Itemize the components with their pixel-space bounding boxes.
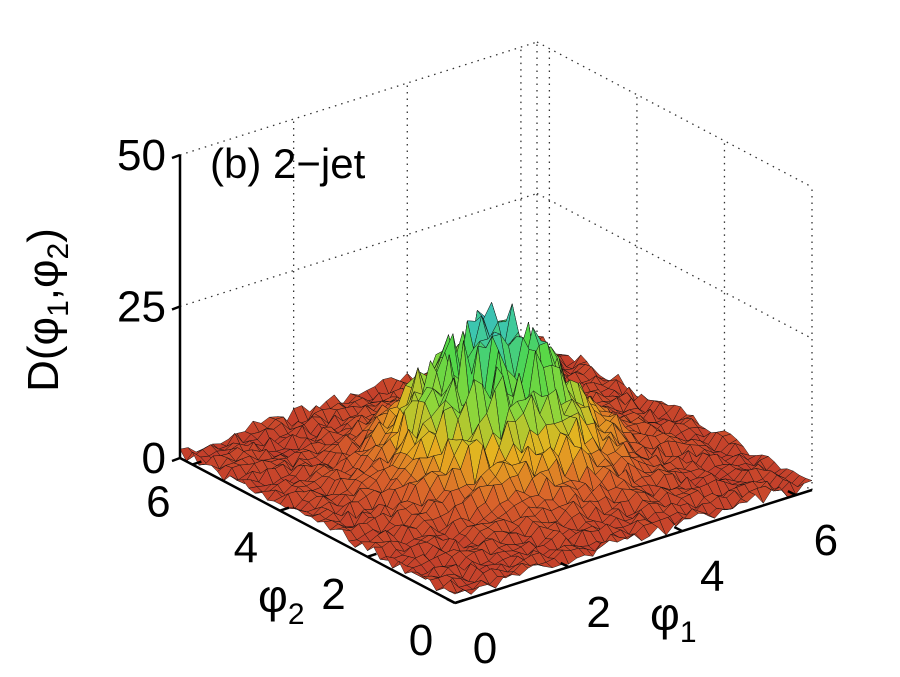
phi2-tick-label: 6 (146, 478, 170, 527)
z-tick-label: 50 (117, 131, 166, 180)
phi1-tick-mark (560, 561, 570, 569)
z-tick-mark (171, 456, 181, 463)
phi1-tick-label: 0 (473, 624, 497, 673)
phi2-tick-label: 4 (234, 524, 258, 573)
z-label-phi1: φ (19, 317, 68, 346)
grid-z-back-right (536, 41, 813, 188)
z-tick-label: 0 (142, 434, 166, 483)
phi2-tick-mark (367, 552, 377, 559)
z-label-sub2: 2 (42, 243, 75, 260)
phi2-tick-label: 0 (409, 616, 433, 665)
phi1-tick-label: 2 (586, 588, 610, 637)
phi1-axis-line (454, 488, 813, 605)
z-axis-label: D(φ1,φ2) (19, 228, 75, 392)
phi2-tick-label: 2 (321, 570, 345, 619)
z-tick-label: 25 (117, 283, 166, 332)
phi2-axis-label: φ2 (258, 570, 305, 631)
grid-z-back-left (179, 41, 538, 156)
grid-z-back-left (179, 192, 538, 308)
grid-z-back-right (536, 192, 813, 340)
phi2-tick-mark (191, 460, 202, 466)
phi2-tick-mark (454, 598, 465, 605)
z-label-sep: , (19, 288, 68, 300)
axes (171, 153, 813, 605)
phi1-symbol: φ (650, 588, 680, 640)
z-label-phi2: φ (19, 259, 68, 288)
surface-mesh (179, 301, 813, 595)
z-tick-mark (171, 305, 181, 311)
surface-facet (448, 589, 464, 595)
phi1-tick-mark (787, 489, 797, 497)
z-tick-mark (171, 153, 181, 160)
z-label-close: ) (19, 228, 68, 243)
phi1-subscript: 1 (680, 616, 697, 649)
phi2-tick-mark (279, 506, 290, 512)
phi2-symbol: φ (258, 570, 288, 622)
phi1-tick-mark (446, 597, 456, 605)
phi1-tick-label: 6 (814, 516, 838, 565)
z-label-prefix: D( (19, 345, 68, 392)
phi1-tick-mark (673, 525, 683, 533)
z-label-sub1: 1 (42, 300, 75, 317)
phi2-subscript: 2 (288, 598, 305, 631)
svg-text:D(φ1,φ2): D(φ1,φ2) (19, 228, 75, 392)
phi1-tick-label: 4 (700, 552, 724, 601)
panel-label: (b) 2−jet (210, 140, 366, 187)
phi2-axis-line (179, 456, 456, 605)
phi1-axis-label: φ1 (650, 588, 697, 649)
